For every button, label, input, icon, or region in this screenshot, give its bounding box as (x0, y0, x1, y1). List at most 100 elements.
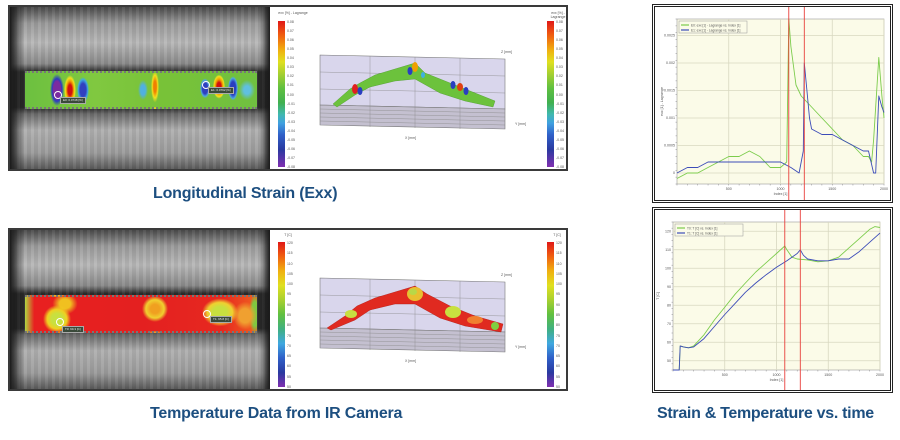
strain-colorbar-right-title: exx [%] - Lagrange (550, 11, 566, 19)
x-tick-label: 500 (726, 187, 732, 191)
strain-3d-surface (319, 54, 506, 130)
y-tick-label: 90 (667, 285, 671, 289)
colorbar-tick: 50 (556, 384, 560, 389)
series-line-1 (673, 232, 881, 371)
legend-entry: E1: exx [1] - Lagrange vs. Index [1] (691, 28, 741, 32)
colorbar-tick: 55 (287, 374, 291, 379)
colorbar-tick: 0.05 (556, 47, 563, 52)
colorbar-tick: 100 (556, 282, 562, 287)
chart-legend: T0: T [C] vs. Index [1]T1: T [C] vs. Ind… (674, 223, 744, 237)
temp-colorbar-right (547, 242, 554, 387)
colorbar-tick: 0.01 (287, 83, 294, 88)
x-tick-label: 2000 (876, 373, 884, 377)
colorbar-tick: 85 (556, 312, 560, 317)
y-tick-label: 110 (665, 248, 671, 252)
temperature-line-chart: 500 1000 1500 2000 50 60 70 80 90 100 110 120 Index … (656, 210, 884, 390)
colorbar-tick: 0.07 (556, 29, 563, 34)
x-axis-label: Index [1] (770, 378, 784, 382)
colorbar-tick: 120 (287, 241, 293, 245)
y-tick-label: 60 (667, 340, 671, 344)
temp-y-axis-label: Y [mm] (515, 345, 527, 349)
colorbar-tick: 0.04 (287, 56, 294, 61)
y-tick-label: 0.0025 (664, 34, 675, 38)
y-tick-label: 120 (665, 229, 671, 233)
colorbar-tick: 90 (556, 302, 560, 307)
strain-z-axis-label: Z [mm] (501, 50, 512, 54)
y-tick-label: 0.0015 (664, 89, 675, 93)
colorbar-tick: 80 (287, 323, 291, 328)
y-tick-label: 100 (665, 266, 671, 270)
colorbar-tick: -0.01 (287, 101, 295, 106)
strain-colorbar (278, 21, 285, 167)
y-tick-label: 80 (667, 303, 671, 307)
marker-crosshair-icon (56, 318, 64, 326)
colorbar-tick: 110 (287, 261, 293, 266)
colorbar-tick: 55 (556, 374, 560, 379)
y-tick-label: 50 (667, 359, 671, 363)
colorbar-tick: 65 (556, 354, 560, 359)
colorbar-tick: 75 (556, 333, 560, 338)
colorbar-tick: 0.07 (287, 29, 294, 34)
x-tick-label: 2000 (880, 187, 888, 191)
temp-colorbar-title: T [C] (284, 233, 292, 237)
strain-colorbar-ticks: 0.08 0.07 0.06 0.05 0.04 0.03 0.02 0.01 0.00 -0.0… (287, 20, 295, 169)
x-tick-label: 1000 (777, 187, 785, 191)
temperature-vs-time-chart: 500 1000 1500 2000 50 60 70 80 90 100 110 120 Index … (652, 207, 893, 393)
colorbar-tick: 50 (287, 384, 291, 389)
strain-3d-plot: Z [mm] X [mm] Y [mm] (315, 47, 526, 142)
colorbar-tick: 70 (556, 343, 560, 348)
colorbar-tick: 90 (287, 302, 291, 307)
colorbar-tick: -0.05 (556, 137, 564, 142)
colorbar-tick: 100 (287, 282, 293, 287)
strain-colorbar-title: exx [%] - Lagrange (278, 11, 308, 15)
colorbar-tick: -0.01 (556, 101, 564, 106)
caption-longitudinal-strain: Longitudinal Strain (Exx) (153, 185, 338, 202)
temp-colorbar-right-title: T [C] (553, 233, 561, 237)
colorbar-tick: -0.06 (556, 146, 564, 151)
temperature-3d-surface (319, 277, 506, 353)
marker-crosshair-icon (54, 91, 62, 99)
colorbar-tick: -0.03 (556, 119, 564, 124)
colorbar-tick: 95 (556, 292, 560, 297)
strain-x-axis-label: X [mm] (405, 136, 417, 140)
colorbar-tick: -0.08 (556, 165, 564, 169)
temperature-specimen-map (25, 295, 257, 333)
colorbar-tick: 75 (287, 333, 291, 338)
x-tick-label: 1000 (773, 373, 781, 377)
y-tick-label: 0 (673, 171, 675, 175)
temp-colorbar (278, 242, 285, 387)
colorbar-tick: -0.06 (287, 146, 295, 151)
colorbar-tick: 105 (556, 271, 562, 276)
strain-line-chart: 500 1000 1500 2000 0 0.0005 0.001 0.0015 0.002 0.… (660, 7, 888, 200)
temp-marker-t0: T0: 99.3 [C] (62, 326, 84, 333)
x-tick-label: 500 (722, 373, 728, 377)
x-tick-label: 1500 (824, 373, 832, 377)
colorbar-tick: 0.04 (556, 56, 563, 61)
legend-entry: T0: T [C] vs. Index [1] (687, 226, 717, 230)
colorbar-tick: -0.02 (556, 110, 564, 115)
caption-temperature-ir: Temperature Data from IR Camera (150, 405, 403, 422)
colorbar-tick: 0.02 (287, 74, 294, 79)
caption-strain-temperature-time: Strain & Temperature vs. time (657, 405, 874, 422)
colorbar-tick: 0.08 (287, 20, 294, 24)
temp-z-axis-label: Z [mm] (501, 273, 512, 277)
colorbar-tick: 0.05 (287, 47, 294, 52)
strain-marker-e1: E1: 0.0792 [%] (208, 87, 234, 94)
y-tick-label: 0.0005 (664, 144, 675, 148)
colorbar-tick: 70 (287, 343, 291, 348)
colorbar-tick: 60 (556, 364, 560, 369)
colorbar-tick: -0.04 (287, 128, 295, 133)
colorbar-tick: -0.04 (556, 128, 564, 133)
temperature-panel: T0: 99.3 [C] T1: 95.8 [C] T [C] 120 115 11… (8, 228, 568, 391)
colorbar-tick: 115 (556, 251, 562, 256)
strain-colorbar-right-ticks: 0.08 0.07 0.06 0.05 0.04 0.03 0.02 0.01 0.00 -0.0… (556, 20, 564, 169)
temp-marker-t1: T1: 95.8 [C] (210, 316, 232, 323)
legend-entry: T1: T [C] vs. Index [1] (687, 231, 717, 235)
marker-crosshair-icon (202, 81, 210, 89)
strain-y-axis-label: Y [mm] (515, 122, 527, 126)
colorbar-tick: -0.07 (287, 155, 295, 160)
colorbar-tick: -0.08 (287, 165, 295, 169)
marker-crosshair-icon (203, 310, 211, 318)
y-tick-label: 70 (667, 322, 671, 326)
colorbar-tick: 0.00 (287, 92, 294, 97)
